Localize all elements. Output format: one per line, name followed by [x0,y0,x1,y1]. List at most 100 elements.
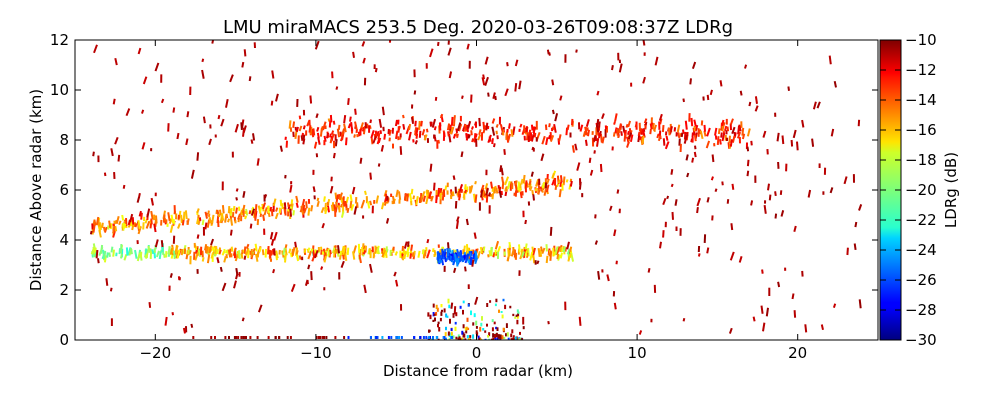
colorbar-tick-label: −20 [905,181,937,199]
data-point [149,246,150,253]
data-point [131,248,132,254]
data-point [272,209,273,216]
data-point [643,136,644,144]
data-point [349,124,351,129]
data-marks [91,38,861,343]
data-point [346,137,347,145]
data-point [346,197,348,204]
data-point [403,124,404,130]
y-axis-label: Distance Above radar (km) [27,89,45,291]
data-point [172,215,174,224]
data-point [832,129,834,136]
data-point [475,233,476,239]
data-point [521,192,522,199]
data-point [797,142,798,151]
data-point [456,129,457,133]
data-point [147,221,150,228]
data-point [651,124,652,130]
data-point [487,194,488,202]
plot-frame [75,40,878,340]
data-point [297,127,298,132]
data-point [263,203,265,209]
data-point [94,45,97,53]
data-point [476,251,477,258]
data-point [141,252,142,258]
data-point [354,134,355,137]
data-point [310,96,311,104]
data-point [274,248,275,255]
data-point [491,182,492,189]
data-point [471,130,472,135]
data-point [139,193,140,198]
data-point [355,206,357,214]
data-point [830,56,831,65]
data-point [315,142,317,149]
data-point [166,317,167,326]
data-point [276,94,278,102]
data-point [860,299,861,308]
data-point [672,184,673,187]
data-point [663,198,665,204]
data-point [234,206,235,211]
data-point [245,256,246,260]
data-point [341,204,342,207]
data-point [493,119,495,124]
data-point [111,148,113,156]
data-point [336,87,337,90]
data-point [386,250,387,258]
data-point [701,131,703,139]
data-point [328,206,329,213]
data-point [209,139,211,145]
data-point [396,252,397,256]
data-point [171,248,172,255]
data-point [311,205,312,211]
data-point [618,190,619,194]
data-point [549,135,550,139]
data-point [380,119,382,128]
data-point [588,130,589,136]
data-point [506,132,507,140]
data-point [401,146,402,155]
data-point [590,158,591,163]
data-point [304,126,305,130]
data-point [288,203,289,208]
data-point [628,121,630,127]
data-point [236,124,238,132]
data-point [399,191,400,199]
colorbar-tick-label: −14 [905,91,937,109]
data-point [127,109,130,116]
data-point [111,288,112,292]
data-point [465,267,466,272]
data-point [379,163,380,166]
data-point [260,207,261,213]
data-point [440,255,441,259]
data-point [250,210,251,214]
data-point [723,133,725,141]
data-point [371,130,374,138]
data-point [339,205,340,212]
data-point [181,215,182,223]
data-point [114,99,115,105]
data-point [416,196,418,205]
data-point [295,242,296,248]
data-point [448,48,450,56]
data-point [268,246,269,254]
data-point [372,137,373,144]
data-point [256,244,257,252]
data-point [502,168,503,176]
data-point [782,210,784,216]
data-point [332,205,333,211]
data-point [370,201,371,205]
data-point [124,224,125,229]
data-point [297,203,298,208]
data-point [231,230,232,236]
data-point [519,188,520,192]
data-point [526,244,527,250]
data-point [586,140,587,146]
data-point [450,256,451,260]
data-point [321,267,322,270]
data-point [331,186,333,193]
data-point [462,96,463,99]
data-point [547,179,549,184]
data-point [350,117,351,122]
